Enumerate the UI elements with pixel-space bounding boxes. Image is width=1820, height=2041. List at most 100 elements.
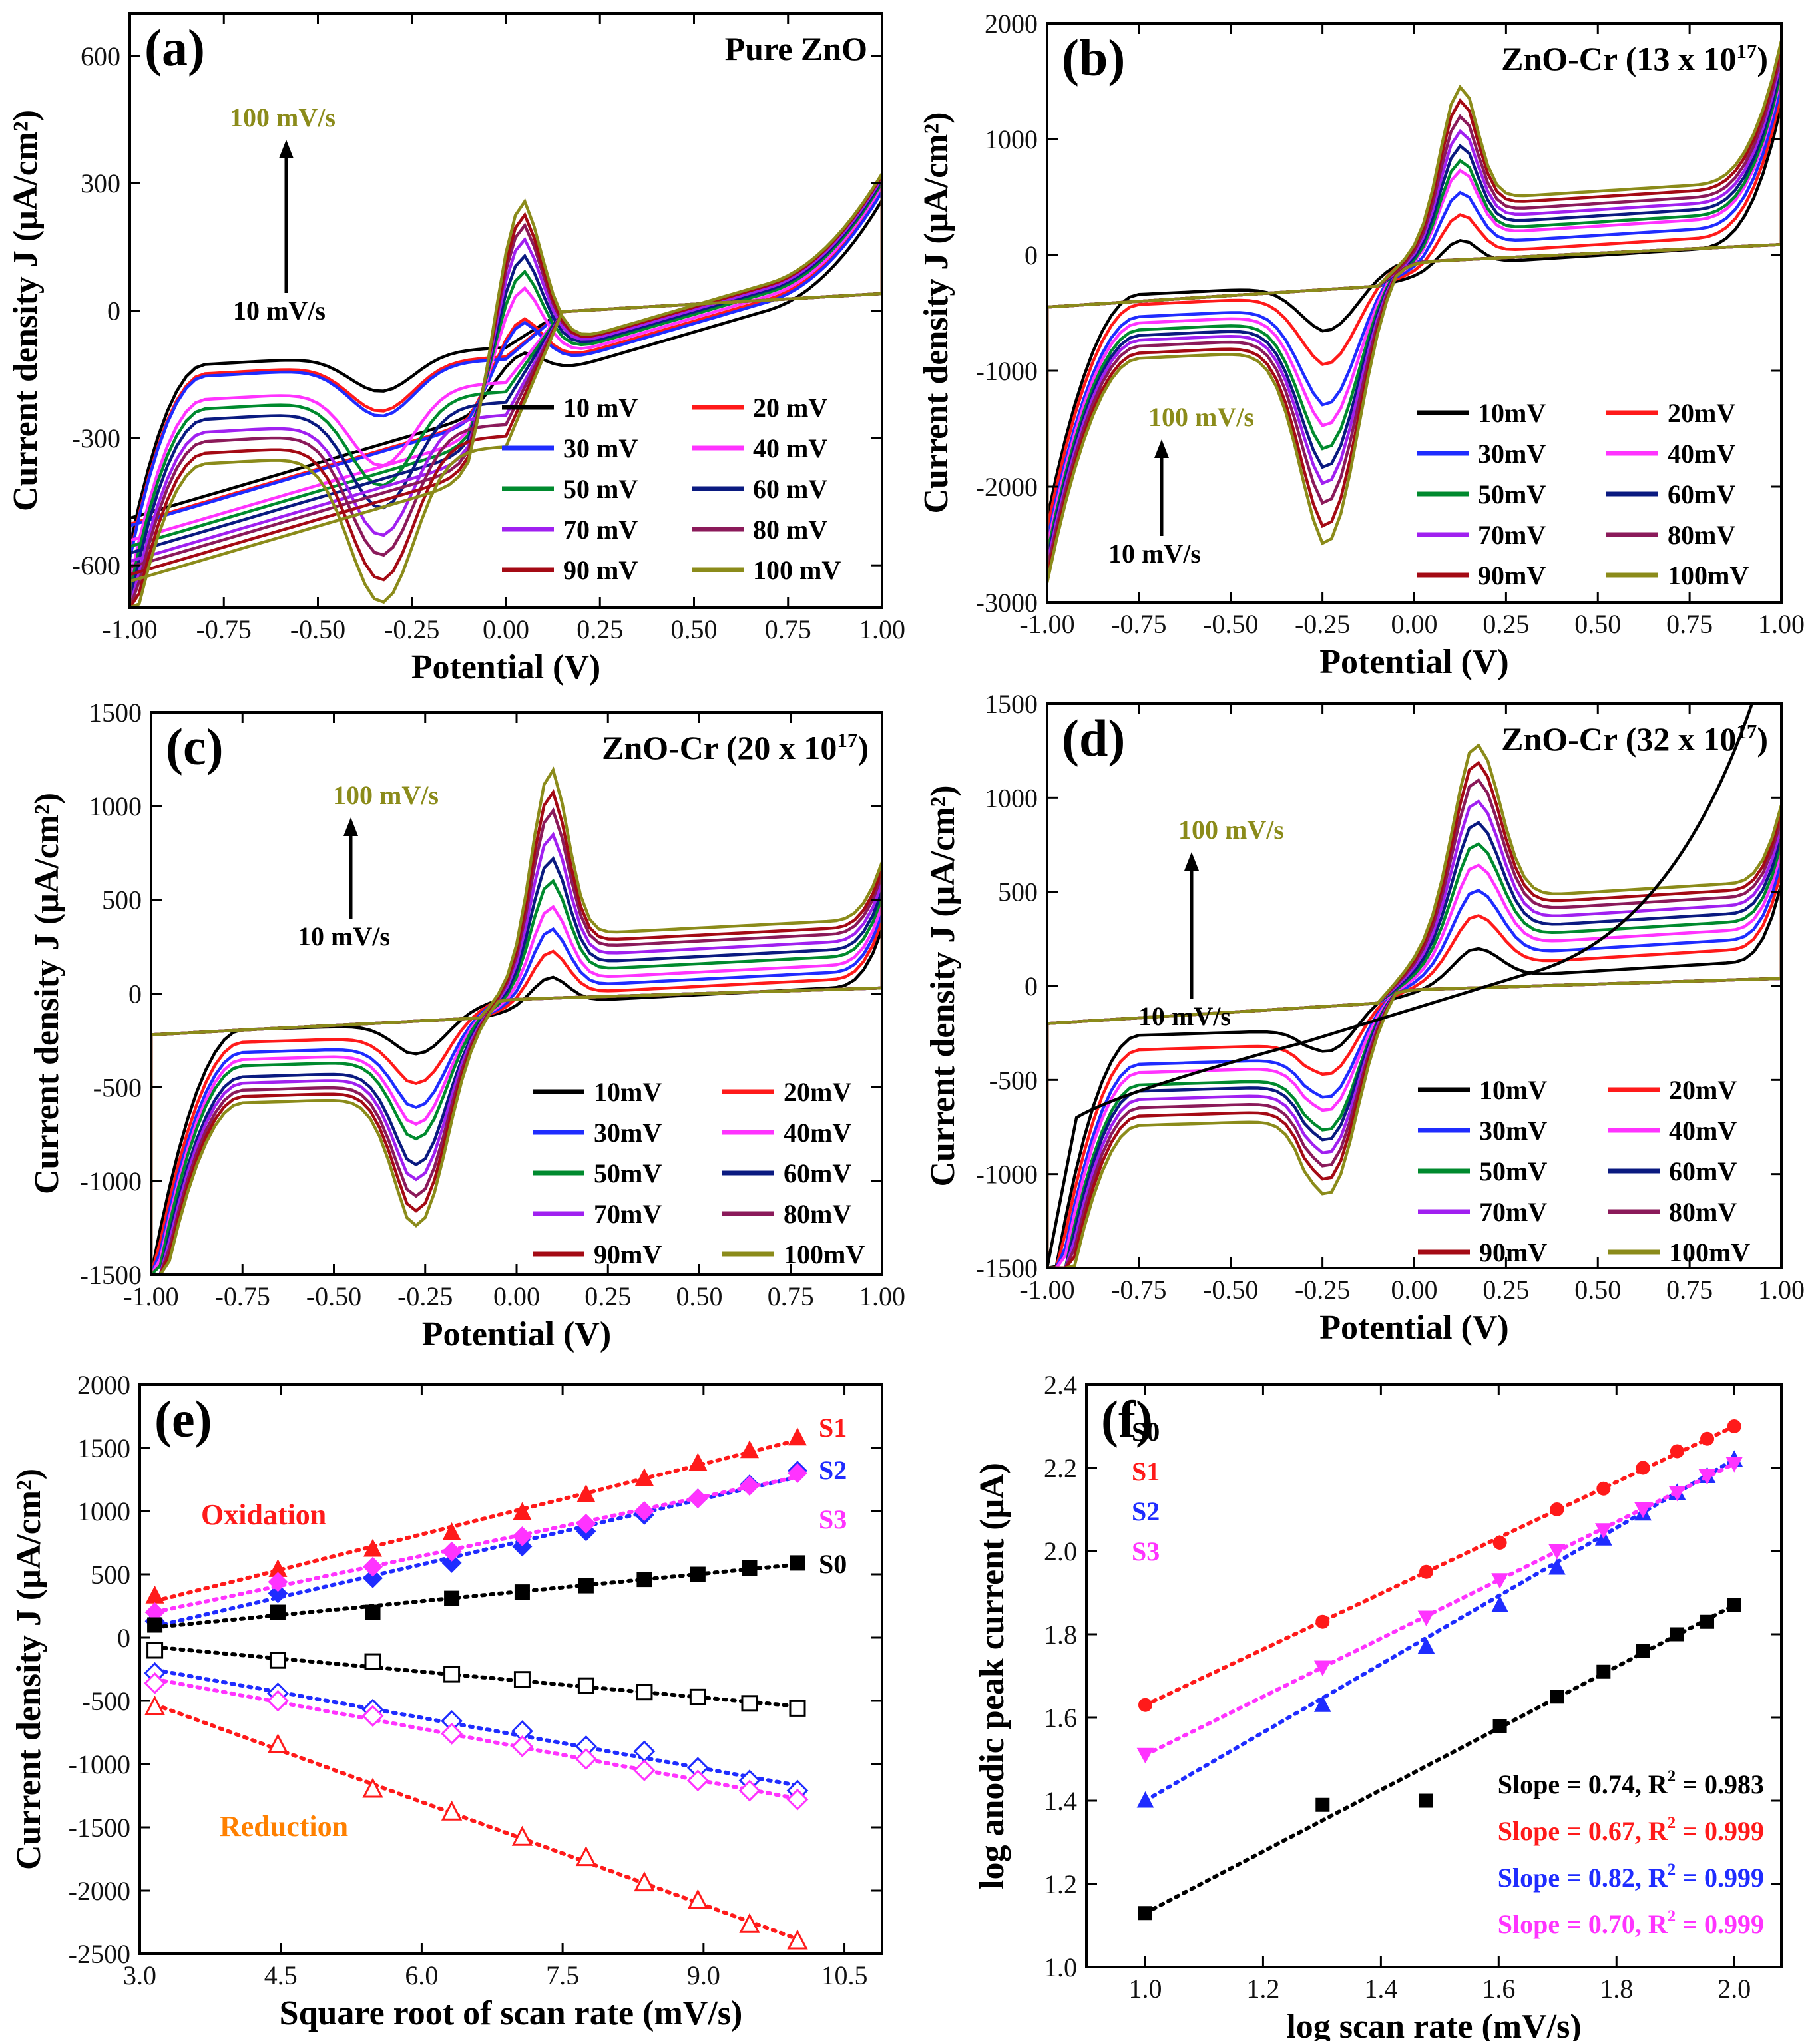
plot-frame [1085, 1383, 1783, 1968]
data-point [688, 1488, 708, 1509]
data-point [786, 1788, 809, 1811]
y-tick-label: 2.4 [1044, 1370, 1077, 1400]
y-tick-label: 2.2 [1044, 1453, 1077, 1483]
x-tick-label: 0.75 [1666, 609, 1713, 639]
data-point [1548, 1558, 1566, 1575]
x-axis-label: Square root of scan rate (mV/s) [280, 1994, 743, 2032]
x-tick-label: -0.50 [1203, 609, 1258, 639]
y-tick-label: 1000 [77, 1496, 130, 1526]
x-tick-label: -0.50 [290, 614, 345, 644]
data-point [1550, 1502, 1564, 1516]
legend-label: 10mV [594, 1077, 662, 1107]
data-point [364, 1653, 381, 1670]
y-axis-label: Current density J (μA/cm²) [7, 110, 45, 511]
x-tick-label: -0.25 [1295, 609, 1350, 639]
x-tick-label: -0.75 [1111, 1275, 1166, 1305]
y-tick-label: 1.6 [1044, 1703, 1077, 1733]
data-point [1698, 1469, 1716, 1485]
legend-label: 100mV [784, 1240, 865, 1269]
data-point [441, 1541, 462, 1562]
x-axis-label: Potential (V) [1319, 643, 1508, 681]
y-axis-label: Current density J (μA/cm²) [917, 112, 955, 513]
data-point [441, 1800, 463, 1821]
fit-line-S3 [1143, 1461, 1737, 1757]
data-point [441, 1552, 462, 1573]
y-axis-label: Current density J (μA/cm²) [10, 1469, 48, 1870]
data-point [514, 1584, 530, 1600]
x-tick-label: -0.25 [1295, 1275, 1350, 1305]
x-tick-label: 0.50 [1574, 1275, 1621, 1305]
data-point [1727, 1598, 1741, 1612]
x-tick-label: 1.00 [859, 614, 905, 644]
x-tick-label: -0.50 [1203, 1275, 1258, 1305]
panel-label: (b) [1062, 29, 1125, 87]
plot-frame [1046, 22, 1783, 604]
y-tick-label: 500 [91, 1560, 130, 1590]
data-point [1136, 1747, 1154, 1764]
y-tick-label: 0 [1024, 971, 1038, 1001]
annotation-bottom: 10 mV/s [298, 921, 390, 951]
x-tick-label: -0.75 [215, 1281, 270, 1311]
data-point [789, 1700, 806, 1717]
cv-curve-100 [1047, 743, 1781, 1268]
data-point [739, 1913, 760, 1933]
cv-curve-30 [1047, 84, 1781, 542]
data-point [144, 1672, 166, 1694]
x-tick-label: 0.50 [671, 614, 718, 644]
x-tick-label: 3.0 [123, 1960, 156, 1990]
data-point [1138, 1698, 1152, 1712]
data-point [1313, 1696, 1331, 1712]
data-point [738, 1779, 761, 1802]
data-point [1419, 1793, 1433, 1808]
annotation-top: 100 mV/s [1178, 815, 1284, 845]
data-point [787, 1463, 807, 1484]
data-point [633, 1759, 656, 1781]
cv-curve-40 [1047, 75, 1781, 548]
data-point [512, 1536, 533, 1557]
data-point [442, 1522, 461, 1540]
data-point [1634, 1502, 1652, 1518]
legend-label: 100mV [1669, 1238, 1750, 1267]
y-tick-label: 0 [128, 979, 142, 1009]
x-tick-label: 1.0 [1128, 1974, 1162, 2004]
slope-label-S2: Slope = 0.82, R2 = 0.999 [1498, 1861, 1764, 1893]
data-point [741, 1695, 758, 1712]
y-tick-label: -600 [72, 551, 120, 580]
data-point [634, 1500, 654, 1522]
data-point [1596, 1481, 1611, 1496]
data-point [636, 1572, 652, 1588]
cv-curve-90 [151, 788, 882, 1275]
legend-label: 100 mV [753, 555, 841, 585]
legend-label: 60mV [1669, 1156, 1737, 1186]
x-tick-label: 1.00 [859, 1281, 905, 1311]
y-tick-label: -1500 [69, 1813, 130, 1843]
data-point [269, 1652, 286, 1669]
x-tick-label: -0.75 [1111, 609, 1166, 639]
curves [1047, 704, 1781, 1268]
y-tick-label: -1000 [976, 1160, 1038, 1190]
y-tick-label: 0 [117, 1623, 130, 1653]
y-tick-label: 1.8 [1044, 1620, 1077, 1650]
data-point [443, 1666, 461, 1683]
series-label-S2: S2 [819, 1455, 847, 1485]
fit-line-S1 [152, 1702, 799, 1941]
legend-S0: S0 [1132, 1417, 1160, 1447]
data-point [742, 1560, 758, 1576]
data-point [441, 1722, 463, 1745]
x-tick-label: 7.5 [546, 1960, 579, 1990]
legend-label: 90mV [1478, 561, 1546, 590]
panel-label: (e) [154, 1390, 212, 1448]
cv-curve-40 [130, 183, 882, 582]
data-point [739, 1475, 760, 1496]
data-point [511, 1735, 533, 1757]
legend-S3: S3 [1132, 1536, 1160, 1566]
arrow-head [279, 140, 294, 158]
data-point [513, 1502, 532, 1520]
x-axis-label: Potential (V) [1319, 1309, 1508, 1347]
legend-label: 60mV [1668, 479, 1735, 509]
data-point [1548, 1544, 1566, 1560]
slope-label-S0: Slope = 0.74, R2 = 0.983 [1498, 1767, 1764, 1799]
legend-label: 50mV [1478, 479, 1546, 509]
x-tick-label: 10.5 [821, 1960, 868, 1990]
x-tick-label: 6.0 [405, 1960, 438, 1990]
